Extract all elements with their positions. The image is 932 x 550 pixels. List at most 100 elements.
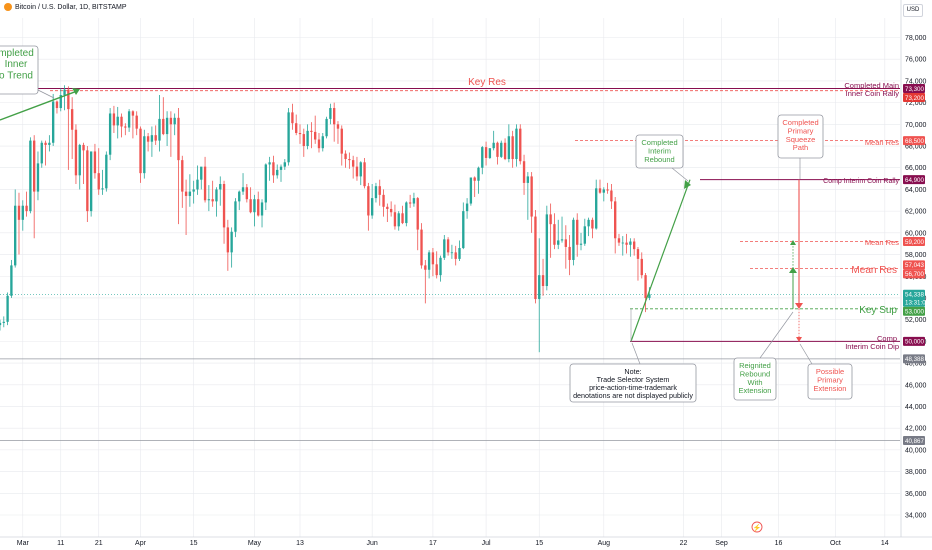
- candle-body: [306, 130, 309, 147]
- candle-body: [321, 136, 324, 149]
- currency-selector[interactable]: USD: [903, 4, 923, 17]
- comp-interim-rally-label: Comp Interim Coin Rally: [823, 178, 899, 185]
- candle-body: [560, 239, 564, 241]
- candle-body: [587, 219, 590, 227]
- reignited-arrow-head: [789, 267, 797, 273]
- candle-body: [336, 124, 340, 129]
- possible-extension-callout-line: Primary: [817, 375, 843, 384]
- candle-body: [625, 242, 628, 245]
- reignited-rebound-callout-line: Rebound: [740, 369, 770, 378]
- price-axis-label-bg: [903, 336, 925, 346]
- y-tick-label: 34,000: [905, 513, 927, 520]
- candle-body: [0, 322, 2, 326]
- candle-body: [184, 191, 188, 196]
- candle-body: [120, 116, 123, 127]
- x-tick-label: 22: [680, 540, 688, 547]
- candle-body: [207, 199, 211, 201]
- note-callout-line: price-action-time-trademark: [589, 383, 677, 392]
- x-tick-label: 17: [429, 540, 437, 547]
- candle-body: [150, 135, 154, 142]
- candle-body: [310, 130, 313, 132]
- note-pointer: [631, 342, 641, 365]
- completed-primary-squeeze-callout-line: Primary: [788, 126, 814, 135]
- candle-body: [405, 202, 408, 224]
- reignited-rebound-callout-box: [733, 357, 777, 401]
- candle-body: [21, 205, 24, 220]
- rebound-trend-line: [630, 179, 691, 342]
- candle-body: [412, 198, 416, 204]
- candle-body: [249, 199, 252, 213]
- candle-body: [211, 199, 214, 202]
- completed-primary-squeeze-callout-line: Completed: [782, 118, 818, 127]
- x-tick-label: Sep: [715, 540, 728, 547]
- price-axis-label-bg: [903, 260, 925, 270]
- reignited-rebound-callout-line: With: [748, 378, 763, 387]
- price-axis-label: 56,700: [905, 271, 924, 278]
- candle-body: [602, 189, 605, 193]
- completed-main-label: Completed Main: [844, 81, 899, 90]
- price-axis-label-bg: [903, 93, 925, 103]
- price-axis-label: 53,000: [905, 309, 924, 316]
- candle-body: [14, 205, 17, 266]
- extension-pointer: [799, 343, 813, 365]
- candle-body: [435, 264, 438, 276]
- candle-body: [295, 123, 298, 133]
- price-axis-label: 57,043: [905, 262, 924, 269]
- left-callout-line: o Trend: [0, 70, 33, 81]
- candle-body: [511, 136, 514, 160]
- candle-body: [257, 199, 260, 216]
- candle-body: [101, 188, 104, 190]
- candle-body: [55, 101, 59, 109]
- candle-body: [283, 162, 286, 167]
- candle-body: [59, 95, 62, 109]
- candle-body: [572, 219, 575, 260]
- candle-body: [78, 144, 81, 176]
- candle-body: [477, 167, 480, 181]
- completed-interim-rebound-callout-line: Interim: [648, 146, 671, 155]
- candle-body: [378, 186, 381, 195]
- candle-body: [351, 160, 355, 167]
- candle-body: [6, 295, 9, 322]
- x-tick-label: Oct: [830, 540, 841, 547]
- candle-body: [241, 187, 245, 192]
- candle-body: [131, 111, 135, 116]
- candle-body: [583, 226, 586, 244]
- candle-body: [393, 212, 397, 227]
- candle-body: [515, 128, 518, 160]
- completed-primary-squeeze-callout-box: [777, 114, 824, 159]
- y-tick-label: 38,000: [905, 469, 927, 476]
- candle-body: [503, 142, 507, 160]
- x-tick-label: 11: [57, 540, 64, 547]
- candle-body: [112, 113, 116, 126]
- candle-body: [617, 238, 621, 243]
- candle-body: [127, 111, 131, 128]
- candle-body: [355, 166, 359, 177]
- candle-body: [629, 241, 632, 245]
- y-tick-label: 36,000: [905, 491, 927, 498]
- candle-body: [522, 161, 526, 183]
- mean-res-label-2: Mean Res: [865, 238, 899, 247]
- candle-body: [291, 112, 294, 124]
- candle-body: [33, 140, 36, 192]
- candle-body: [538, 275, 541, 300]
- y-tick-label: 66,000: [905, 165, 927, 172]
- price-axis-label: 73,300: [905, 86, 924, 93]
- y-tick-label: 60,000: [905, 230, 927, 237]
- candle-body: [70, 109, 74, 130]
- candle-body: [389, 208, 393, 213]
- candles: [0, 85, 651, 353]
- candle-body: [238, 191, 241, 202]
- candle-body: [97, 173, 100, 190]
- candle-body: [154, 135, 157, 141]
- price-axis-label-bg: [903, 306, 925, 316]
- candle-body: [93, 151, 97, 174]
- price-axis-label-bg: [903, 237, 925, 247]
- candle-body: [595, 188, 598, 229]
- candle-body: [215, 189, 218, 202]
- interim-rebound-pointer: [671, 167, 689, 182]
- event-icon-ring: [751, 521, 763, 533]
- candle-body: [219, 184, 222, 190]
- candle-body: [348, 159, 351, 161]
